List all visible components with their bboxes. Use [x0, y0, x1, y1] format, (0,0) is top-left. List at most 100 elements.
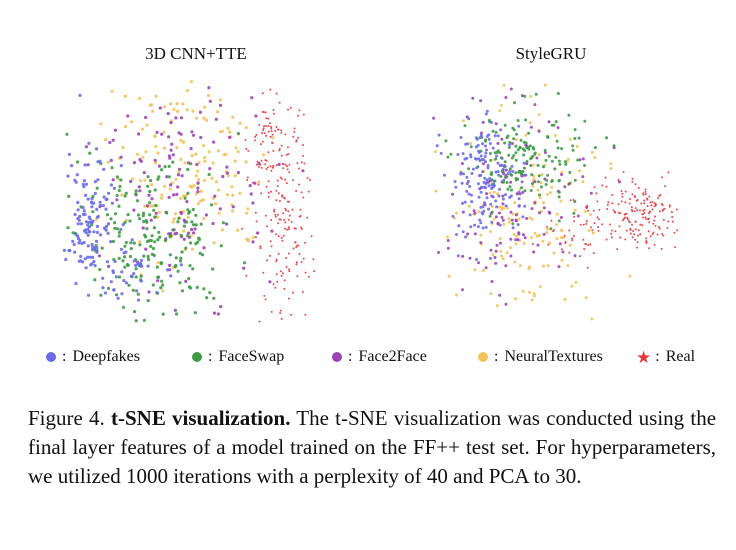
scatter-point [84, 231, 88, 235]
scatter-point [91, 210, 95, 214]
scatter-point [611, 193, 614, 196]
scatter-point [456, 153, 460, 156]
scatter-point [511, 126, 515, 130]
scatter-point [569, 199, 572, 202]
scatter-point [93, 191, 97, 195]
scatter-point [512, 137, 516, 141]
scatter-point [170, 142, 174, 146]
scatter-point [300, 261, 303, 263]
scatter-point [265, 185, 268, 188]
scatter-point [634, 238, 637, 241]
scatter-point [533, 151, 537, 155]
scatter-point [138, 217, 142, 221]
scatter-point [634, 196, 636, 199]
scatter-point [301, 169, 305, 173]
scatter-point [505, 175, 509, 179]
scatter-point [555, 237, 559, 240]
scatter-point [550, 219, 553, 222]
scatter-point [101, 276, 105, 280]
scatter-point [475, 258, 478, 261]
scatter-point [110, 166, 114, 170]
scatter-point [667, 220, 670, 223]
legend-label-deepfakes: Deepfakes [72, 348, 140, 365]
scatter-point [86, 197, 90, 201]
scatter-point [595, 192, 598, 195]
scatter-point [572, 198, 575, 201]
scatter-point [149, 204, 153, 208]
scatter-point [560, 147, 564, 151]
scatter-point [502, 178, 506, 182]
scatter-point [632, 230, 635, 232]
scatter-point [238, 191, 242, 195]
scatter-point [199, 199, 203, 203]
scatter-point [165, 175, 169, 179]
scatter-point [205, 296, 209, 300]
scatter-point [517, 217, 521, 221]
scatter-point [93, 180, 97, 184]
scatter-point [510, 173, 514, 177]
scatter-point [175, 102, 179, 106]
scatter-point [511, 226, 515, 230]
scatter-point [277, 213, 279, 216]
panel-title-left: 3D CNN+TTE [145, 44, 247, 63]
scatter-point [522, 153, 526, 157]
scatter-point [202, 144, 206, 148]
scatter-point [119, 178, 123, 182]
scatter-point [493, 256, 497, 259]
scatter-point [500, 215, 504, 219]
scatter-point [129, 247, 133, 251]
scatter-point [134, 267, 138, 271]
scatter-point [65, 132, 69, 136]
scatter-point [556, 126, 560, 130]
scatter-point [537, 153, 541, 156]
scatter-point [660, 247, 663, 250]
scatter-point [667, 171, 670, 174]
scatter-point [302, 154, 305, 157]
legend: : Deepfakes : FaceSwap : Face2Face : Neu… [36, 348, 716, 372]
scatter-point [174, 312, 179, 316]
scatter-point [126, 114, 130, 118]
scatter-point [477, 182, 480, 186]
scatter-point [593, 156, 597, 159]
scatter-point [195, 116, 199, 120]
scatter-point [81, 260, 85, 264]
scatter-point [278, 149, 281, 152]
scatter-point [461, 254, 465, 258]
scatter-point [206, 93, 211, 97]
scatter-point [660, 202, 663, 205]
scatter-point [547, 154, 551, 158]
scatter-point [244, 126, 248, 130]
scatter-point [550, 185, 554, 189]
scatter-point [601, 184, 604, 187]
scatter-point [94, 147, 99, 151]
scatter-point [191, 133, 196, 137]
scatter-point [246, 176, 249, 179]
scatter-point [241, 227, 244, 230]
scatter-point [124, 125, 128, 129]
scatter-point [271, 141, 274, 144]
scatter-point [231, 193, 235, 197]
scatter-point [523, 94, 527, 98]
scatter-point [523, 189, 527, 193]
scatter-point [488, 142, 492, 145]
scatter-point [590, 150, 594, 154]
scatter-point [131, 288, 135, 292]
scatter-point [538, 196, 542, 200]
scatter-point [500, 254, 503, 258]
scatter-point [432, 116, 436, 120]
scatter-point [573, 234, 575, 237]
scatter-point [267, 125, 270, 128]
scatter-point [307, 190, 310, 193]
scatter-point [272, 109, 275, 111]
scatter-point [146, 257, 151, 262]
scatter-point [160, 196, 164, 200]
scatter-point [645, 242, 648, 245]
scatter-point [631, 210, 634, 213]
scatter-point [277, 222, 279, 225]
scatter-point [625, 229, 628, 232]
scatter-point [123, 255, 127, 259]
scatter-point [282, 163, 285, 166]
scatter-point [624, 213, 627, 216]
scatter-point [195, 162, 199, 167]
scatter-point [217, 188, 221, 192]
